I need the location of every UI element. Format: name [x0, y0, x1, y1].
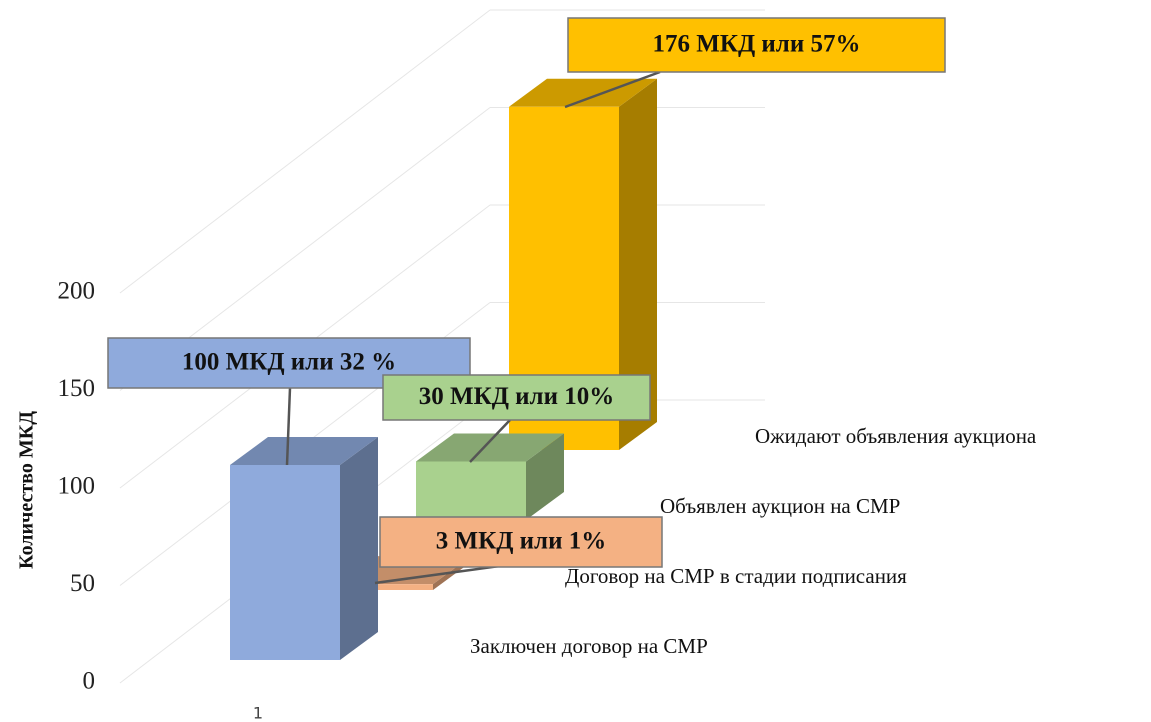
- series-name: Ожидают объявления аукциона: [755, 424, 1037, 448]
- leader-line: [469, 419, 511, 463]
- bar: [416, 461, 526, 520]
- y-axis-label: Количество МКД: [16, 411, 38, 569]
- y-tick-label: 200: [58, 278, 96, 305]
- y-tick-label: 100: [58, 473, 96, 500]
- bar: [230, 465, 340, 660]
- y-tick-label: 150: [58, 375, 96, 402]
- grid-line: [119, 9, 491, 294]
- series-name: Заключен договор на СМР: [470, 634, 708, 658]
- bar-side: [340, 437, 378, 660]
- data-label: 176 МКД или 57%: [652, 31, 860, 58]
- data-label-box: [382, 374, 651, 421]
- bar-side: [526, 433, 564, 520]
- leader-line: [564, 70, 661, 109]
- series-name: Договор на СМР в стадии подписания: [565, 564, 907, 588]
- y-tick-label: 0: [83, 668, 96, 695]
- data-label: 30 МКД или 10%: [419, 383, 615, 410]
- x-tick-label: 1: [253, 704, 263, 722]
- bar-top: [416, 433, 564, 462]
- y-tick-label: 50: [70, 570, 95, 597]
- leader-line: [285, 387, 292, 466]
- data-label: 3 МКД или 1%: [436, 528, 607, 555]
- bar-side: [619, 78, 657, 451]
- data-label: 100 МКД или 32 %: [182, 349, 396, 376]
- data-label-box: [379, 516, 663, 568]
- bar-top: [230, 437, 378, 465]
- series-name: Объявлен аукцион на СМР: [660, 494, 900, 518]
- data-label-box: [567, 17, 946, 73]
